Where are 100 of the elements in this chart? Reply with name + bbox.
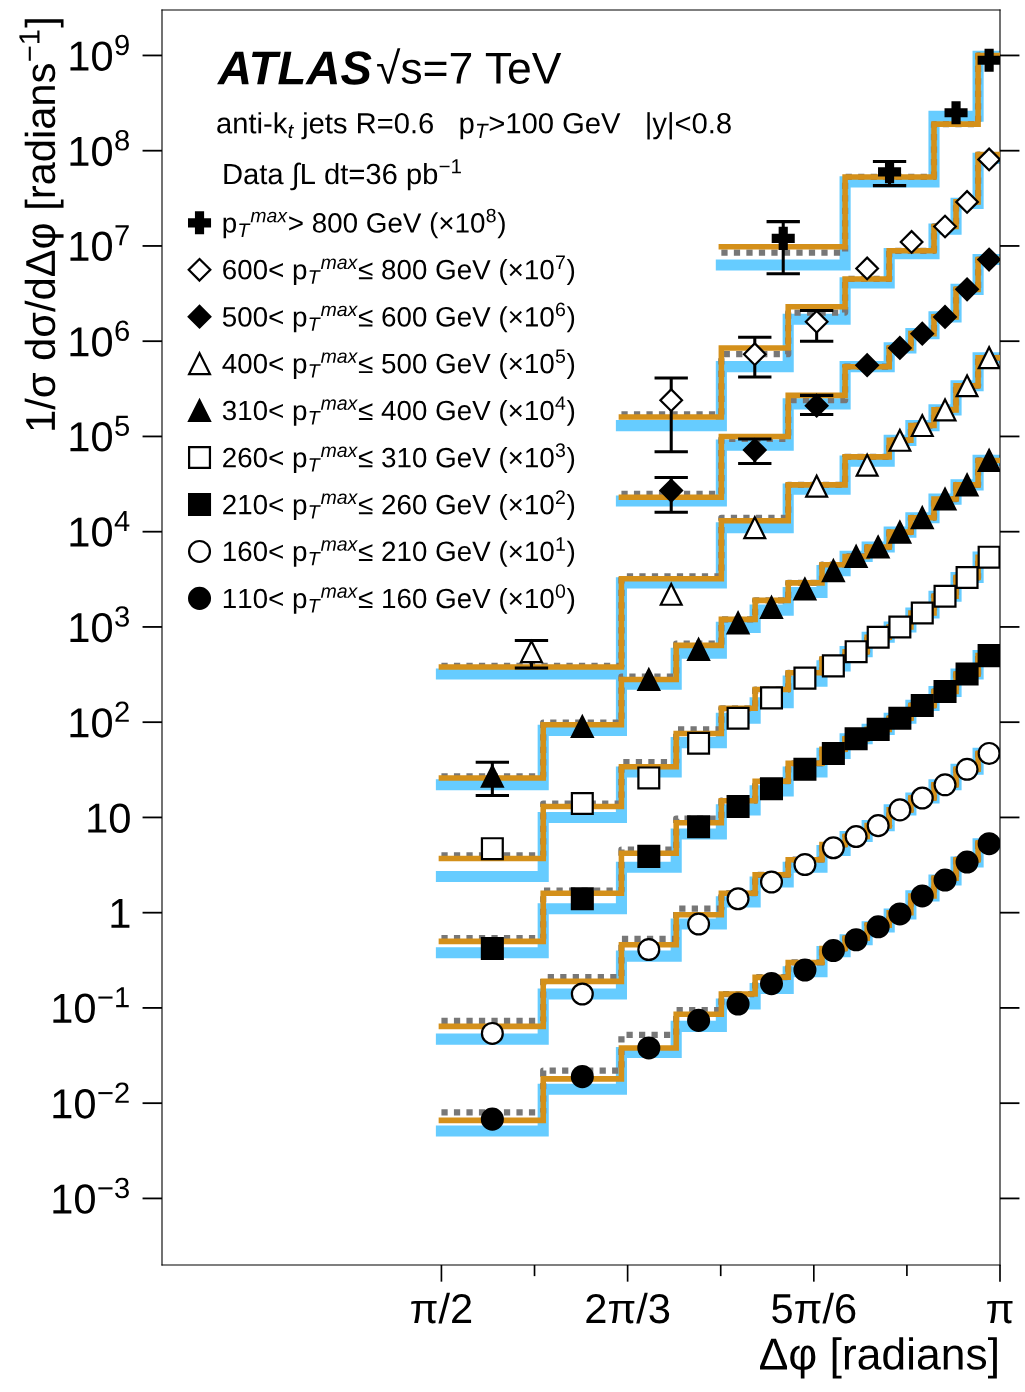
point <box>888 615 912 639</box>
legend-label: 260< p$_{T}$$^{max}$≤ 310 GeV (×10$^{3}$) <box>223 443 575 473</box>
point <box>570 715 594 739</box>
point <box>821 559 845 583</box>
point <box>866 814 890 838</box>
point <box>570 887 594 911</box>
point <box>866 717 890 741</box>
point <box>977 247 1000 272</box>
point <box>888 798 912 822</box>
point <box>687 1008 711 1032</box>
point <box>866 625 890 649</box>
point <box>793 757 817 781</box>
legend-label: 600< p$_{T}$$^{max}$≤ 800 GeV (×10$^{7}$) <box>223 255 575 285</box>
point <box>793 853 817 877</box>
y-tick-label: 1 <box>111 899 130 928</box>
annotation: √s=7 TeV <box>377 48 562 84</box>
point <box>759 686 784 710</box>
legend-label: 310< p$_{T}$$^{max}$≤ 400 GeV (×10$^{4}$) <box>222 396 575 426</box>
y-tick-label: 10$^{5}$ <box>70 415 130 452</box>
point <box>933 584 957 608</box>
point <box>844 928 868 952</box>
point <box>977 644 1000 668</box>
point <box>793 958 817 982</box>
point <box>955 277 979 302</box>
point <box>855 353 880 378</box>
point <box>821 836 845 860</box>
annotation: ATLAS <box>217 51 372 85</box>
point <box>637 844 661 868</box>
legend-label: 160< p$_{T}$$^{max}$≤ 210 GeV (×10$^{1}$) <box>223 537 575 567</box>
point <box>759 595 784 620</box>
x-axis-title: Δφ [radians] <box>760 1337 997 1379</box>
y-tick-label: 10$^{−2}$ <box>53 1082 129 1119</box>
point <box>955 850 979 874</box>
point <box>887 336 912 360</box>
point <box>933 304 957 329</box>
point <box>804 393 829 418</box>
point <box>910 601 934 625</box>
point <box>821 939 845 963</box>
point <box>977 545 1000 569</box>
point <box>726 611 750 635</box>
point <box>759 972 784 996</box>
point <box>866 535 890 559</box>
point <box>955 757 979 781</box>
point <box>759 777 784 801</box>
legend-label: 500< p$_{T}$$^{max}$≤ 600 GeV (×10$^{6}$) <box>222 302 575 333</box>
x-tick-label: 5π/6 <box>772 1292 856 1324</box>
y-tick-label: 10$^{3}$ <box>70 606 129 643</box>
point <box>480 1107 504 1131</box>
y-tick-label: 10$^{7}$ <box>70 225 129 262</box>
point <box>977 741 1000 765</box>
y-tick-label: 10$^{−1}$ <box>53 987 129 1024</box>
point <box>480 937 504 961</box>
point <box>742 342 767 367</box>
point <box>933 773 957 797</box>
point <box>855 256 880 281</box>
point <box>805 474 829 498</box>
annotation: anti-k$_{t}$ jets R=0.6 p$_{T}$>100 GeV |y|<0.8 <box>217 112 731 140</box>
point <box>804 309 829 334</box>
point <box>910 506 934 530</box>
point <box>977 147 1000 172</box>
point <box>637 938 661 962</box>
y-tick-label: 10$^{−3}$ <box>53 1177 129 1214</box>
point <box>726 795 750 819</box>
point <box>570 982 594 1006</box>
point <box>933 679 957 704</box>
legend-label: 110< p$_{T}$$^{max}$≤ 160 GeV (×10$^{0}$) <box>223 584 575 614</box>
point <box>637 766 661 790</box>
x-tick-label: 2π/3 <box>586 1292 670 1324</box>
point <box>910 693 934 717</box>
point <box>726 992 750 1016</box>
point <box>687 815 711 839</box>
point <box>878 160 902 184</box>
point <box>480 764 504 788</box>
point <box>888 520 912 544</box>
point <box>866 915 890 939</box>
y-tick-label: 10$^{4}$ <box>70 510 130 547</box>
point <box>910 786 934 810</box>
point <box>687 731 711 755</box>
point <box>955 189 979 214</box>
point <box>726 887 750 911</box>
point <box>659 388 684 413</box>
point <box>933 214 957 239</box>
point <box>687 912 711 936</box>
point <box>977 448 1000 472</box>
y-tick-label: 10 <box>88 803 130 833</box>
point <box>793 577 817 601</box>
annotation: Data ∫L dt=36 pb$^{−1}$ <box>224 159 461 191</box>
x-tick-label: π <box>987 1300 1013 1324</box>
point <box>844 825 868 849</box>
y-tick-label: 10$^{6}$ <box>70 320 129 357</box>
point <box>844 544 868 568</box>
point <box>977 832 1000 856</box>
point <box>910 321 935 346</box>
y-tick-label: 10$^{8}$ <box>70 129 129 167</box>
point <box>955 662 979 686</box>
point <box>659 478 684 503</box>
point <box>955 566 979 590</box>
point <box>899 230 924 254</box>
point <box>933 487 957 511</box>
point <box>726 706 750 730</box>
